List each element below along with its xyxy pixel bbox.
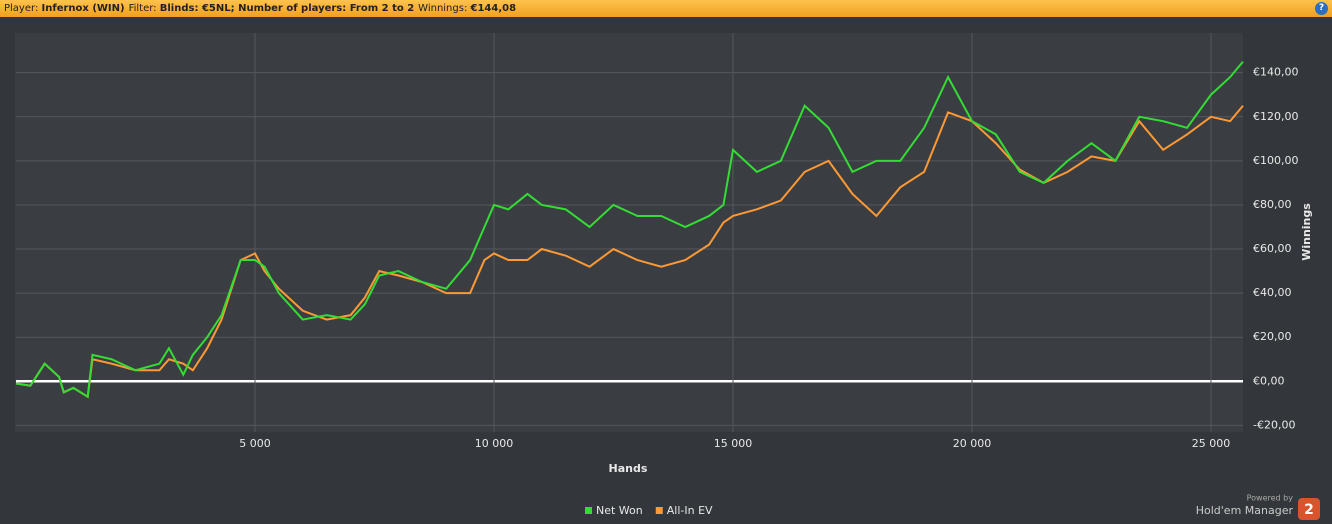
- filter-value: Infernox (WIN): [41, 3, 125, 14]
- chart: Hands Winnings Powered by Hold'em Manage…: [15, 33, 1320, 520]
- y-tick-label: €140,00: [1253, 66, 1299, 79]
- x-axis-title: Hands: [609, 462, 648, 475]
- y-tick-label: €80,00: [1253, 198, 1292, 211]
- x-tick-label: 25 000: [1192, 437, 1231, 450]
- legend-swatch: [585, 507, 592, 514]
- filter-label: Filter:: [128, 3, 157, 14]
- x-tick-label: 10 000: [475, 437, 514, 450]
- y-tick-label: €60,00: [1253, 242, 1292, 255]
- y-tick-label: €20,00: [1253, 330, 1292, 343]
- powered-by: Powered by: [1247, 494, 1294, 503]
- product-name: Hold'em Manager: [1196, 504, 1294, 517]
- legend-swatch: [655, 507, 663, 514]
- x-tick-label: 20 000: [953, 437, 992, 450]
- legend-label: All-In EV: [667, 504, 713, 517]
- legend-label: Net Won: [596, 504, 643, 517]
- y-tick-label: €120,00: [1253, 110, 1299, 123]
- y-tick-label: -€20,00: [1253, 418, 1295, 431]
- y-tick-label: €40,00: [1253, 286, 1292, 299]
- filter-value: €144,08: [470, 3, 517, 14]
- logo-text: 2: [1304, 502, 1314, 518]
- filter-value: Blinds: €5NL; Number of players: From 2 …: [159, 3, 415, 14]
- series-line: [15, 105, 1244, 399]
- y-tick-label: €100,00: [1253, 154, 1299, 167]
- y-tick-label: €0,00: [1253, 374, 1285, 387]
- plot-area: [15, 33, 1243, 432]
- filter-label: Winnings:: [418, 3, 468, 14]
- x-tick-label: 5 000: [239, 437, 271, 450]
- logo: [1298, 498, 1320, 520]
- help-button[interactable]: ?: [1315, 2, 1328, 15]
- x-tick-label: 15 000: [714, 437, 753, 450]
- filter-bar: Player: Infernox (WIN) Filter: Blinds: €5…: [0, 0, 1332, 17]
- y-axis-title: Winnings: [1300, 203, 1313, 261]
- filter-label: Player:: [4, 3, 39, 14]
- series-line: [15, 61, 1244, 399]
